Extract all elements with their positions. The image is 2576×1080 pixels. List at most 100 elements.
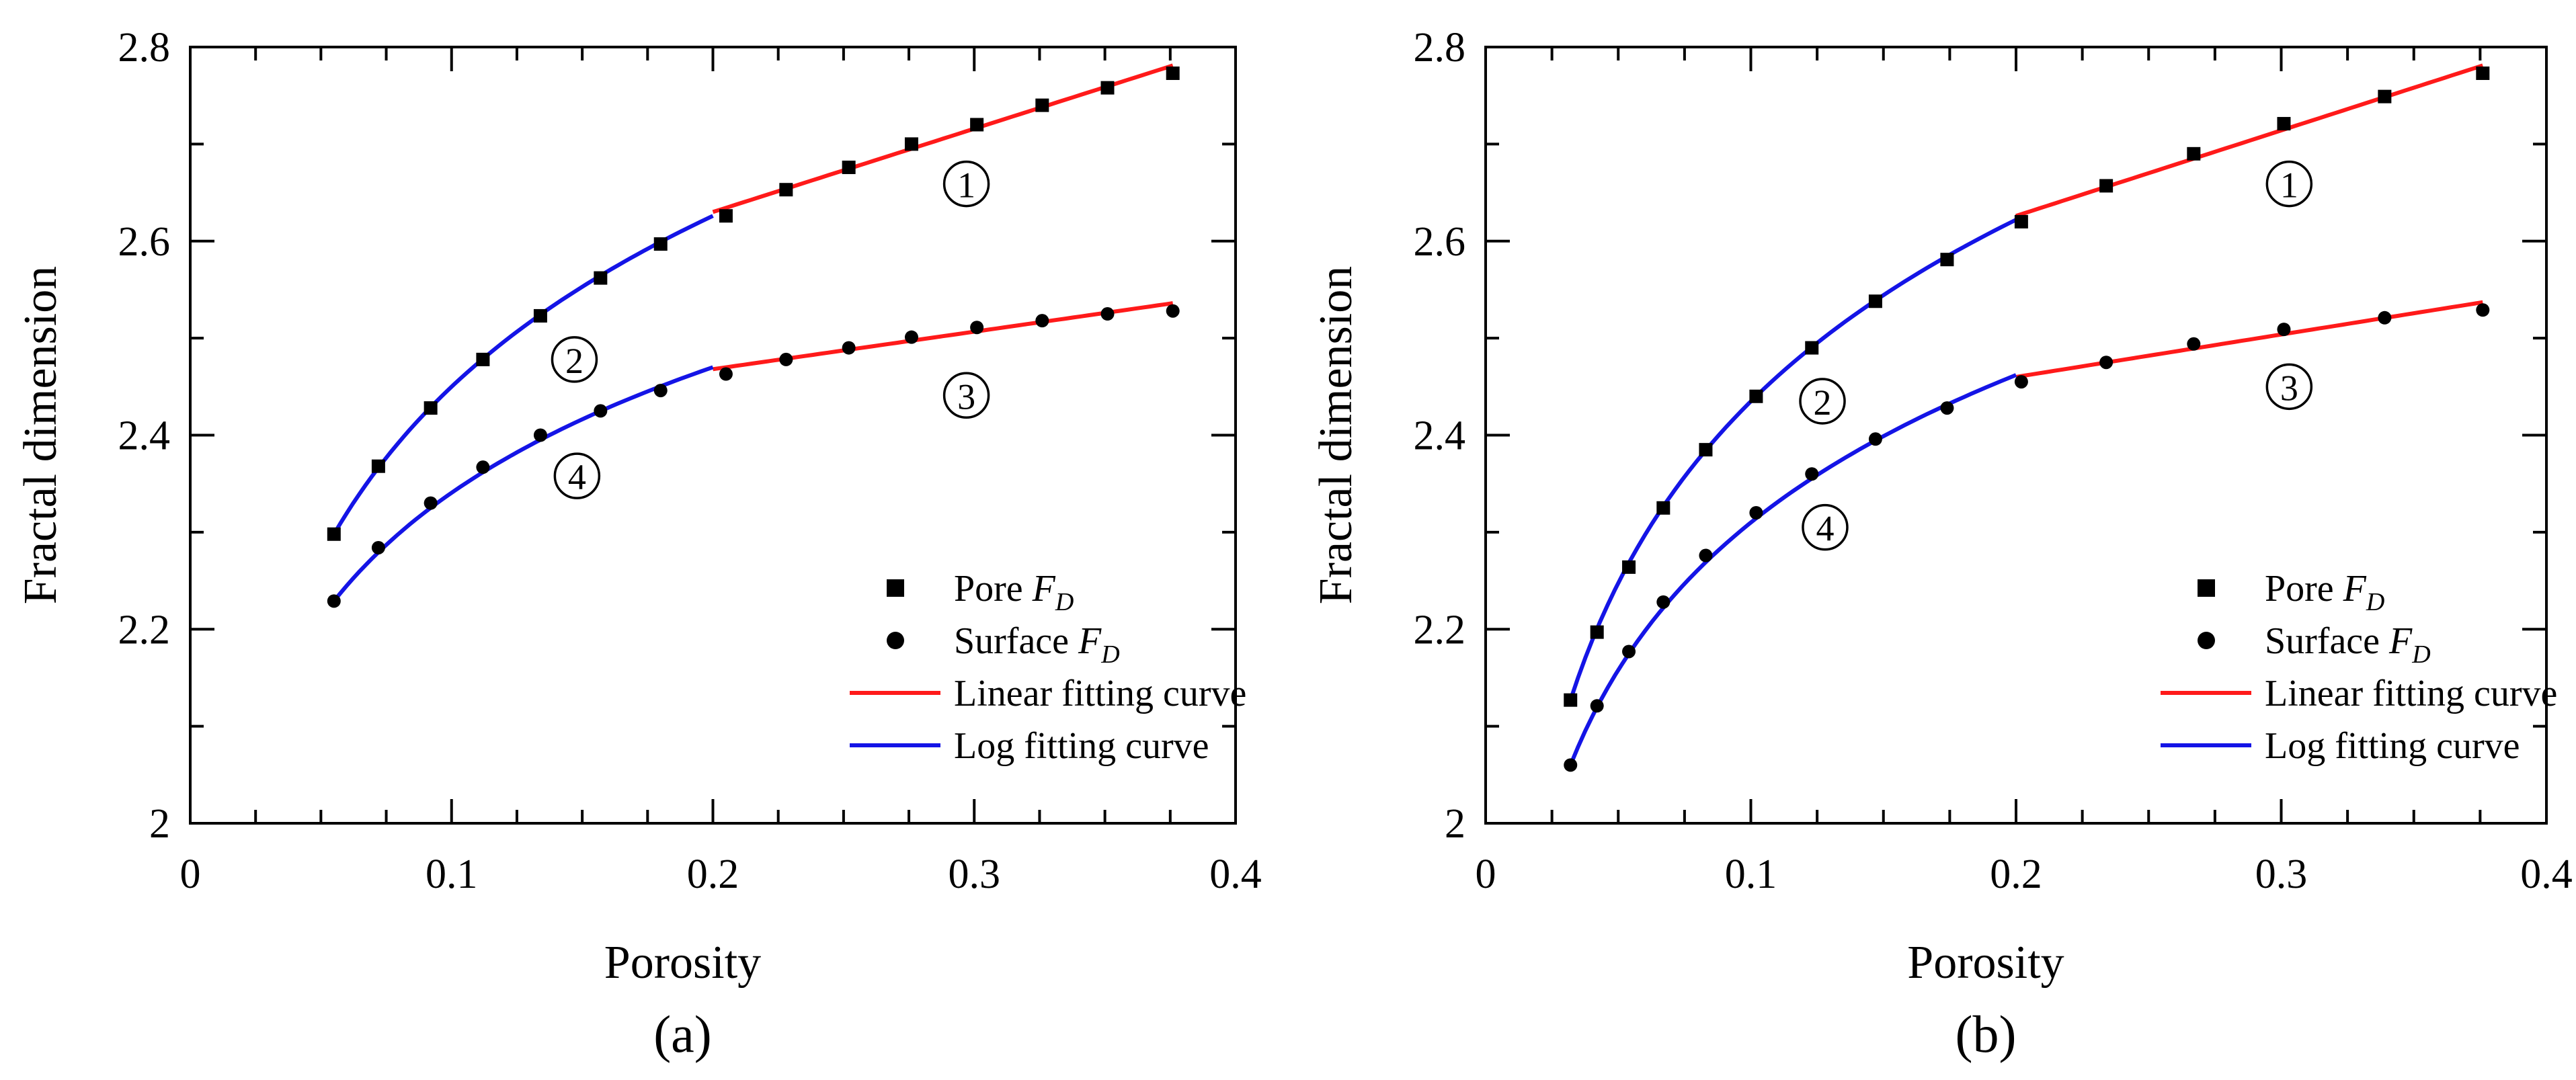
curve-number-badge [942, 372, 990, 419]
pore-fd-point [2014, 214, 2028, 229]
y-tick-label: 2.6 [118, 219, 171, 265]
legend-label: Pore FD [2265, 568, 2384, 616]
surface-fd-point [779, 352, 793, 366]
legend-square-marker [2198, 579, 2215, 597]
pore-fd-point [2277, 117, 2291, 131]
pore-fd-point [2099, 179, 2114, 193]
pore-fd-point [424, 401, 438, 415]
y-tick-label: 2.4 [118, 413, 171, 459]
curve-number-label: 4 [1816, 509, 1834, 549]
legend-label: Log fitting curve [2265, 725, 2520, 767]
legend-circle-marker [887, 632, 904, 649]
y-tick-label: 2.8 [118, 25, 171, 71]
curve-number-label: 1 [2280, 165, 2298, 206]
x-tick-label: 0 [1476, 851, 1496, 897]
curve-number-label: 3 [2280, 368, 2298, 408]
y-tick-label: 2.6 [1414, 219, 1466, 265]
pore-fd-point [2187, 147, 2201, 161]
surface-fd-point [970, 321, 984, 335]
surface-fd-point [371, 540, 385, 554]
x-axis-title: Porosity [604, 937, 761, 989]
legend-label-text: Linear fitting curve [2265, 673, 2557, 714]
legend-label: Surface FD [2265, 620, 2431, 669]
log-fit-curve [1568, 373, 2017, 766]
curve-number-badge [2265, 363, 2313, 411]
linear-fit-curve [2015, 300, 2483, 379]
pore-fd-point [1166, 66, 1180, 80]
surface-fd-point [653, 384, 668, 398]
legend-circle-marker [2198, 632, 2215, 649]
pore-fd-point [1940, 253, 1954, 267]
x-tick-label: 0.4 [2520, 851, 2573, 897]
pore-fd-point [1699, 443, 1713, 457]
pore-fd-point [970, 118, 984, 132]
curve-number-label: 2 [1814, 382, 1832, 423]
surface-fd-point [842, 341, 856, 355]
panel-b: 0 0.1 0.2 0.3 0.4 2 2.2 2.4 2.6 2.8 Porosity Fracta… [1310, 25, 2573, 1063]
surface-fd-point [327, 594, 341, 608]
log-fit-curve [1568, 218, 2017, 701]
x-tick-label: 0.1 [426, 851, 478, 897]
legend-label: Linear fitting curve [954, 673, 1246, 714]
curve-number-label: 2 [565, 341, 583, 381]
surface-fd-point [476, 460, 490, 474]
curve-number-badge [1799, 378, 1846, 425]
x-tick-label: 0.3 [2255, 851, 2308, 897]
surface-fd-point [1805, 467, 1819, 481]
legend-symbol: F [2388, 620, 2413, 662]
legend-label-text: Log fitting curve [954, 725, 1209, 767]
y-tick-label: 2.2 [1414, 607, 1466, 653]
y-axis-title: Fractal dimension [1310, 266, 1362, 605]
x-tick-label: 0.1 [1725, 851, 1777, 897]
y-axis-title: Fractal dimension [15, 266, 67, 605]
pore-fd-point [2476, 66, 2490, 80]
legend-symbol: F [1032, 568, 1056, 610]
log-fit-curve [332, 214, 714, 536]
legend-label-text: Linear fitting curve [954, 673, 1246, 714]
pore-fd-point [476, 352, 490, 366]
x-tick-label: 0.4 [1209, 851, 1262, 897]
pore-fd-point [1590, 625, 1604, 639]
surface-fd-point [1699, 548, 1713, 563]
legend-label: Pore FD [954, 568, 1074, 616]
curve-number-badge [942, 160, 990, 208]
surface-fd-point [594, 404, 608, 418]
y-tick-label: 2 [1445, 801, 1465, 847]
legend-label: Log fitting curve [954, 725, 1209, 767]
legend-label: Linear fitting curve [2265, 673, 2557, 714]
pore-fd-point [327, 527, 341, 541]
legend-symbol: F [1078, 620, 1102, 662]
pore-fd-point [1868, 294, 1882, 308]
surface-fd-point [1868, 432, 1882, 446]
surface-fd-point [1940, 401, 1954, 415]
surface-fd-point [424, 496, 438, 510]
pore-fd-point [533, 308, 547, 323]
x-tick-label: 0.2 [1990, 851, 2042, 897]
pore-fd-point [1100, 81, 1115, 95]
pore-fd-point [2378, 89, 2392, 103]
surface-fd-point [2378, 310, 2392, 325]
surface-fd-point [719, 367, 733, 381]
y-tick-label: 2.8 [1414, 25, 1466, 71]
curve-number-badge [2265, 160, 2313, 208]
surface-fd-point [2099, 356, 2114, 370]
y-tick-label: 2.4 [1414, 413, 1466, 459]
legend-label-text: Pore [2265, 568, 2343, 610]
curve-number-badge [1802, 503, 1849, 551]
legend-label-text: Surface [954, 620, 1078, 662]
surface-fd-point [1564, 758, 1578, 772]
pore-fd-point [1749, 389, 1763, 403]
curve-number-label: 1 [957, 165, 975, 206]
x-axis-title: Porosity [1907, 937, 2064, 989]
pore-fd-point [1805, 341, 1819, 355]
legend-subscript: D [1055, 588, 1074, 616]
surface-fd-point [1590, 699, 1604, 713]
pore-fd-point [594, 271, 608, 285]
curve-number-badge [551, 336, 598, 383]
surface-fd-point [1656, 595, 1671, 609]
surface-fd-point [904, 330, 918, 344]
surface-fd-point [1035, 314, 1049, 328]
pore-fd-point [1035, 98, 1049, 112]
